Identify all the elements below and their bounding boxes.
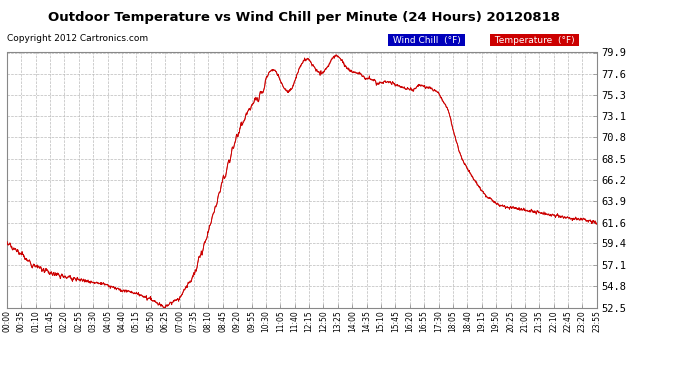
Text: Copyright 2012 Cartronics.com: Copyright 2012 Cartronics.com [7,34,148,43]
Text: Wind Chill  (°F): Wind Chill (°F) [390,36,464,45]
Text: Temperature  (°F): Temperature (°F) [492,36,578,45]
Text: Outdoor Temperature vs Wind Chill per Minute (24 Hours) 20120818: Outdoor Temperature vs Wind Chill per Mi… [48,11,560,24]
